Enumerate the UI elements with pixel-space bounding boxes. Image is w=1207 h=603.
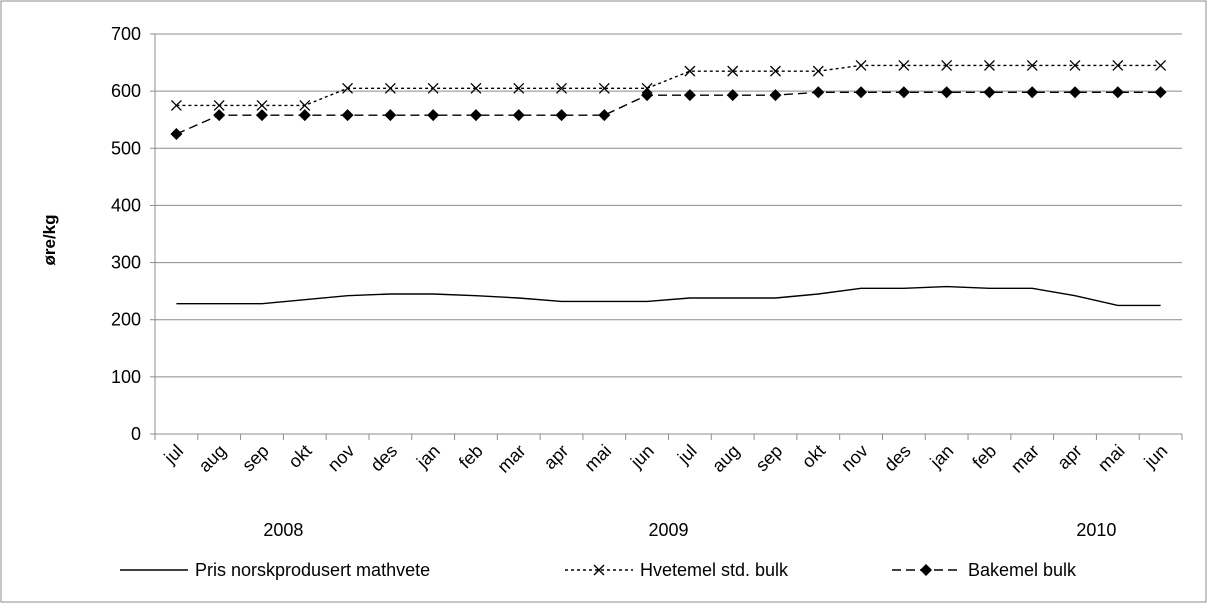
data-point-marker [512,109,525,122]
data-point-marker [727,65,739,77]
y-axis-title: øre/kg [40,214,59,265]
data-point-marker [555,109,568,122]
data-point-marker [726,89,739,102]
y-tick-label: 500 [111,138,141,158]
year-labels: 2008 2009 2010 [263,520,1116,540]
data-point-marker [256,99,268,111]
data-point-marker [1069,59,1081,71]
legend-label: Pris norskprodusert mathvete [195,560,430,580]
data-point-marker [341,109,354,122]
data-point-marker [213,109,226,122]
data-point-marker [384,82,396,94]
data-point-marker [213,99,225,111]
legend-label: Bakemel bulk [968,560,1077,580]
data-point-marker [812,65,824,77]
data-point-marker [427,109,440,122]
data-point-marker [170,128,183,140]
legend-label: Hvetemel std. bulk [640,560,789,580]
data-point-marker [384,109,397,122]
y-tick-label: 400 [111,195,141,215]
y-tick-labels: 0 100 200 300 400 500 600 700 [111,24,141,444]
data-point-marker [427,82,439,94]
data-point-marker [470,82,482,94]
y-tick-label: 600 [111,81,141,101]
y-tick-label: 200 [111,310,141,330]
legend-item: Pris norskprodusert mathvete [120,560,430,580]
series-line-3 [176,91,1161,135]
gridlines [155,33,1182,378]
data-point-marker [812,86,825,99]
data-point-marker [855,59,867,71]
data-point-marker [769,89,782,102]
data-point-marker [1026,59,1038,71]
data-point-marker [897,86,910,99]
data-point-marker [983,86,996,99]
data-point-marker [941,59,953,71]
data-point-marker [299,99,311,111]
data-point-marker [556,82,567,94]
series-lines [176,64,1161,307]
y-tick-label: 0 [131,424,141,444]
legend-marker [920,564,932,576]
data-point-marker [598,82,610,94]
legend-item: Bakemel bulk [892,560,1077,580]
data-point-marker [513,82,525,94]
data-point-marker [1111,86,1124,99]
data-point-marker [469,109,482,122]
year-label: 2009 [648,520,688,540]
data-point-marker [170,99,182,111]
series-markers [170,59,1167,140]
data-point-marker [940,86,953,99]
data-point-marker [1112,59,1124,71]
year-label: 2010 [1076,520,1116,540]
legend: Pris norskprodusert mathvete Hvetemel std… [120,560,1077,580]
data-point-marker [683,89,696,102]
data-point-marker [641,89,654,102]
y-tick-label: 700 [111,24,141,44]
data-point-marker [298,109,311,122]
data-point-marker [641,82,653,94]
legend-item: Hvetemel std. bulk [565,560,789,580]
data-point-marker [770,65,781,77]
axes [150,33,1183,440]
data-point-marker [1069,86,1082,99]
data-point-marker [1154,86,1167,99]
data-point-marker [855,86,868,99]
data-point-marker [255,109,268,122]
y-tick-label: 300 [111,253,141,273]
data-point-marker [983,59,995,71]
series-line-1 [176,285,1161,307]
y-tick-label: 100 [111,367,141,387]
year-label: 2008 [263,520,303,540]
data-point-marker [598,109,611,122]
legend-marker [593,564,605,576]
data-point-marker [684,65,696,77]
data-point-marker [898,59,910,71]
data-point-marker [342,82,354,94]
data-point-marker [1155,59,1167,71]
data-point-marker [1026,86,1039,99]
